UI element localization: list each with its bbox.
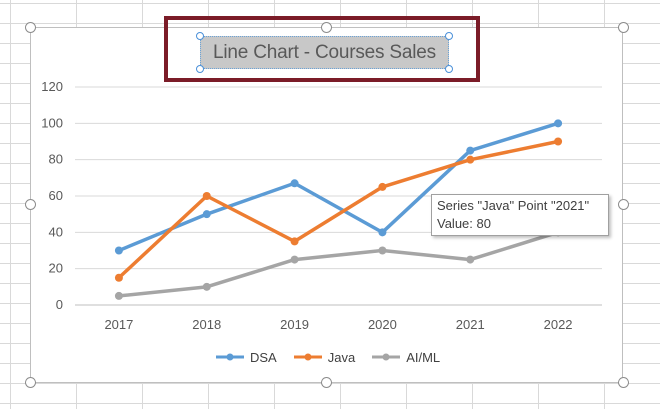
- data-point[interactable]: [554, 119, 563, 128]
- x-tick-label: 2018: [192, 317, 221, 332]
- data-point[interactable]: [378, 228, 387, 237]
- data-point[interactable]: [114, 273, 123, 282]
- legend-label: DSA: [250, 349, 277, 365]
- chart-title[interactable]: Line Chart - Courses Sales: [200, 36, 449, 69]
- data-point[interactable]: [290, 237, 299, 246]
- chart-resize-handle[interactable]: [25, 377, 36, 388]
- legend-label: AI/ML: [406, 349, 441, 365]
- legend-label: Java: [327, 349, 356, 365]
- legend-swatch: [372, 353, 401, 361]
- x-tick-label: 2019: [280, 317, 309, 332]
- title-resize-handle[interactable]: [196, 65, 204, 73]
- chart-resize-handle[interactable]: [321, 22, 332, 33]
- title-resize-handle[interactable]: [196, 32, 204, 40]
- data-point[interactable]: [378, 182, 387, 191]
- chart-resize-handle[interactable]: [618, 377, 629, 388]
- x-tick-label: 2021: [456, 317, 485, 332]
- x-tick-label: 2022: [544, 317, 573, 332]
- data-point[interactable]: [554, 137, 563, 146]
- legend-item[interactable]: Java: [293, 350, 355, 365]
- chart-resize-handle[interactable]: [321, 377, 332, 388]
- legend-swatch: [216, 353, 244, 361]
- y-tick-label: 80: [49, 152, 63, 167]
- y-tick-label: 120: [41, 79, 63, 94]
- legend-swatch: [293, 353, 322, 361]
- legend-item[interactable]: AI/ML: [371, 350, 440, 365]
- legend-item[interactable]: DSA: [215, 350, 277, 365]
- data-point[interactable]: [114, 291, 123, 300]
- data-point-tooltip: Series "Java" Point "2021" Value: 80: [431, 194, 609, 236]
- series-line[interactable]: [117, 139, 560, 280]
- tooltip-series-point: Series "Java" Point "2021": [437, 198, 590, 213]
- data-point[interactable]: [202, 192, 211, 200]
- chart-resize-handle[interactable]: [25, 22, 36, 33]
- chart-resize-handle[interactable]: [25, 199, 36, 210]
- chart-resize-handle[interactable]: [618, 199, 629, 210]
- data-point[interactable]: [202, 210, 211, 219]
- data-point[interactable]: [466, 146, 475, 155]
- series-line[interactable]: [117, 230, 560, 298]
- tooltip-value: Value: 80: [437, 216, 491, 231]
- data-point[interactable]: [378, 246, 387, 255]
- y-tick-label: 60: [49, 188, 63, 203]
- x-tick-label: 2020: [368, 317, 397, 332]
- x-tick-label: 2017: [104, 317, 133, 332]
- data-point[interactable]: [114, 246, 123, 255]
- chart-legend[interactable]: DSA Java AI/ML: [215, 348, 456, 366]
- data-point[interactable]: [290, 255, 299, 264]
- y-tick-label: 40: [49, 224, 63, 239]
- data-point[interactable]: [290, 179, 299, 188]
- data-point[interactable]: [202, 282, 211, 291]
- data-point[interactable]: [466, 155, 475, 164]
- series-line[interactable]: [117, 121, 560, 253]
- chart-resize-handle[interactable]: [618, 22, 629, 33]
- y-tick-label: 20: [49, 261, 63, 276]
- title-resize-handle[interactable]: [445, 65, 453, 73]
- data-point[interactable]: [466, 255, 475, 264]
- title-highlight-frame: [164, 16, 480, 82]
- y-tick-label: 100: [41, 115, 63, 130]
- y-tick-label: 0: [56, 297, 63, 312]
- title-resize-handle[interactable]: [445, 32, 453, 40]
